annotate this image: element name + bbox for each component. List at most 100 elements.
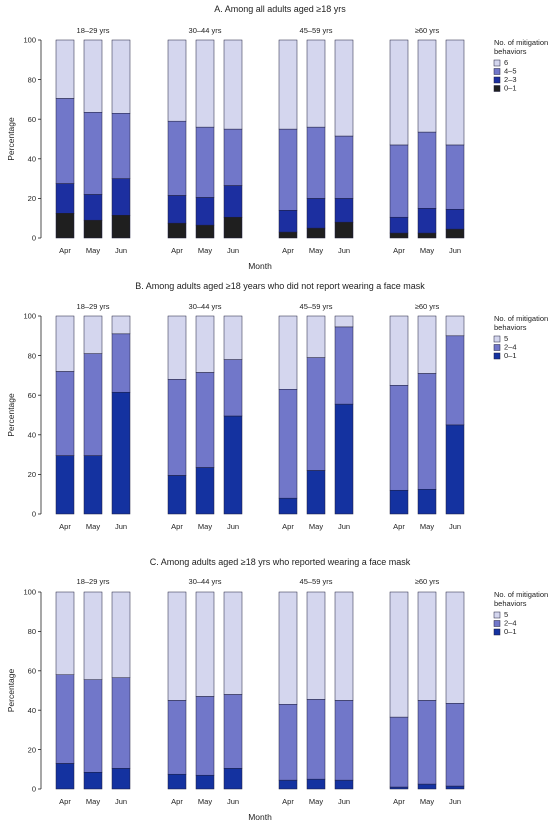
bar-segment <box>306 227 326 239</box>
bar-segment <box>111 315 131 335</box>
x-tick-label: May <box>198 797 212 806</box>
bar-segment <box>417 39 437 133</box>
bar-segment <box>223 315 243 360</box>
bar-segment <box>167 475 187 515</box>
bar-segment <box>83 591 103 680</box>
bar-segment <box>278 389 298 499</box>
y-tick-label: 20 <box>28 470 36 479</box>
bar-segment <box>417 208 437 234</box>
x-tick-label: Jun <box>449 246 461 255</box>
bar-segment <box>55 183 75 214</box>
bar-segment <box>417 232 437 239</box>
panel-title: C. Among adults aged ≥18 yrs who reporte… <box>150 557 411 567</box>
x-tick-label: May <box>198 246 212 255</box>
bar-segment <box>167 591 187 701</box>
bar-segment <box>223 768 243 790</box>
bar-segment <box>55 455 75 515</box>
x-tick-label: May <box>420 522 434 531</box>
y-axis-title: Percentage <box>6 393 16 437</box>
y-tick-label: 20 <box>28 194 36 203</box>
bar-segment <box>167 773 187 790</box>
age-group-label: 30–44 yrs <box>189 577 222 586</box>
bar-segment <box>167 120 187 196</box>
age-group-label: 18–29 yrs <box>77 302 110 311</box>
x-tick-label: Apr <box>393 522 405 531</box>
bar-segment <box>111 39 131 114</box>
bar-segment <box>83 315 103 354</box>
x-tick-label: Jun <box>338 797 350 806</box>
bar-segment <box>306 39 326 128</box>
bar-segment <box>83 679 103 773</box>
legend-title: behaviors <box>494 599 527 608</box>
bar-segment <box>334 403 354 515</box>
x-tick-label: Jun <box>227 797 239 806</box>
bar-segment <box>417 315 437 374</box>
bar-segment <box>389 489 409 515</box>
bar-segment <box>389 315 409 386</box>
bar-segment <box>445 209 465 230</box>
y-axis-title: Percentage <box>6 117 16 161</box>
age-group-label: ≥60 yrs <box>415 577 440 586</box>
y-tick-label: 40 <box>28 431 36 440</box>
x-tick-label: Jun <box>115 522 127 531</box>
bar-segment <box>334 39 354 137</box>
bar-segment <box>389 385 409 491</box>
bar-segment <box>306 357 326 471</box>
bar-segment <box>223 185 243 218</box>
legend-swatch <box>493 620 501 627</box>
y-tick-label: 100 <box>23 312 36 321</box>
age-group-label: 45–59 yrs <box>300 302 333 311</box>
x-tick-label: May <box>86 246 100 255</box>
x-tick-label: Apr <box>171 522 183 531</box>
bar-segment <box>306 126 326 199</box>
y-tick-label: 60 <box>28 115 36 124</box>
legend-title: No. of mitigation <box>494 38 548 47</box>
x-tick-label: May <box>86 522 100 531</box>
y-tick-label: 80 <box>28 75 36 84</box>
bar-segment <box>167 379 187 476</box>
bar-segment <box>111 677 131 769</box>
panel-title: A. Among all adults aged ≥18 yrs <box>214 4 346 14</box>
bar-segment <box>223 39 243 130</box>
bar-segment <box>83 112 103 195</box>
bar-segment <box>223 591 243 695</box>
bar-segment <box>55 763 75 790</box>
bar-segment <box>223 694 243 769</box>
x-tick-label: Jun <box>338 522 350 531</box>
bar-segment <box>389 39 409 146</box>
bar-segment <box>334 135 354 199</box>
x-tick-label: May <box>86 797 100 806</box>
bar-segment <box>306 699 326 780</box>
x-tick-label: Apr <box>282 246 294 255</box>
x-tick-label: Jun <box>227 522 239 531</box>
bar-segment <box>389 591 409 718</box>
bar-segment <box>389 786 409 790</box>
bar-segment <box>306 778 326 790</box>
bar-segment <box>195 315 215 373</box>
x-tick-label: Jun <box>449 522 461 531</box>
bar-segment <box>223 128 243 186</box>
legend-label: 2–4 <box>504 619 517 628</box>
x-tick-label: Apr <box>171 797 183 806</box>
bar-segment <box>111 768 131 790</box>
bar-segment <box>278 591 298 705</box>
bar-segment <box>111 333 131 393</box>
legend-label: 0–1 <box>504 84 517 93</box>
bar-segment <box>83 455 103 515</box>
y-tick-label: 60 <box>28 667 36 676</box>
legend-swatch <box>493 352 501 360</box>
bar-segment <box>445 591 465 704</box>
bar-segment <box>223 359 243 417</box>
bar-segment <box>334 198 354 223</box>
bar-segment <box>278 39 298 130</box>
x-tick-label: Jun <box>115 797 127 806</box>
y-axis-title: Percentage <box>6 668 16 712</box>
legend-title: behaviors <box>494 47 527 56</box>
bar-segment <box>55 98 75 184</box>
bar-segment <box>389 232 409 239</box>
bar-segment <box>55 213 75 239</box>
age-group-label: 30–44 yrs <box>189 26 222 35</box>
